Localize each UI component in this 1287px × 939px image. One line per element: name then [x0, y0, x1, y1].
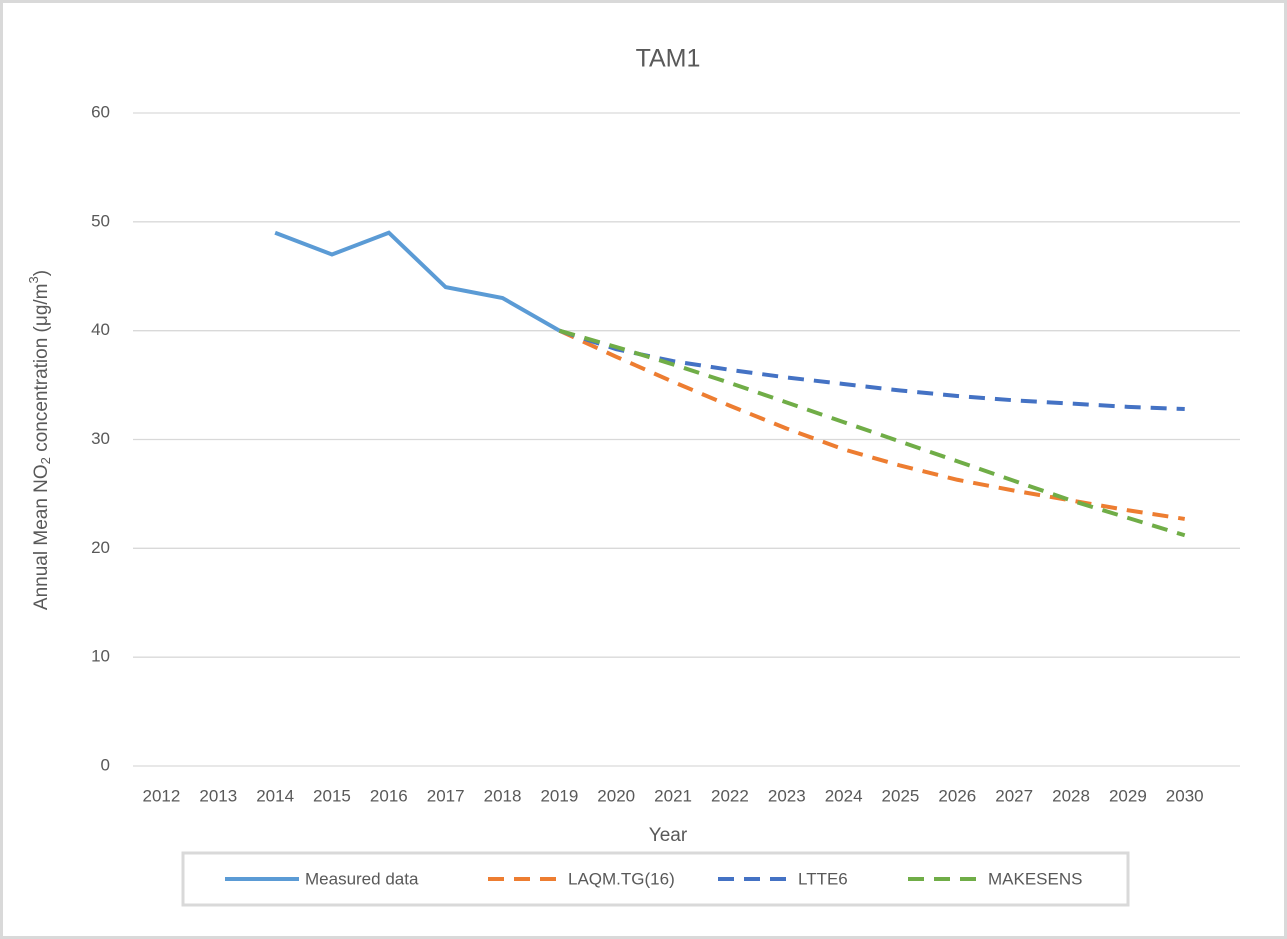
x-tick-label: 2029 — [1109, 786, 1147, 805]
legend-label: LTTE6 — [798, 869, 848, 888]
x-tick-label: 2023 — [768, 786, 806, 805]
legend-label: MAKESENS — [988, 869, 1082, 888]
y-axis-label: Annual Mean NO2 concentration (μg/m3) — [26, 270, 53, 610]
series-line — [274, 230, 561, 333]
series-line — [558, 328, 1186, 538]
y-tick-label: 0 — [101, 755, 110, 774]
y-tick-label: 20 — [91, 538, 110, 557]
y-label-part: concentration (μg/m — [31, 283, 52, 457]
x-tick-label: 2017 — [427, 786, 465, 805]
y-label-part: Annual Mean NO — [31, 464, 52, 610]
x-tick-label: 2020 — [597, 786, 635, 805]
y-tick-label: 40 — [91, 320, 110, 339]
y-label-sub: 2 — [38, 457, 53, 464]
y-label-sup: 3 — [26, 276, 41, 283]
x-tick-label: 2013 — [199, 786, 237, 805]
x-tick-label: 2027 — [995, 786, 1033, 805]
chart-title: TAM1 — [636, 45, 701, 73]
x-tick-label: 2025 — [882, 786, 920, 805]
series-line — [558, 328, 1185, 412]
x-axis-label: Year — [649, 825, 688, 846]
x-tick-label: 2012 — [143, 786, 181, 805]
x-tick-label: 2016 — [370, 786, 408, 805]
legend-label: Measured data — [305, 869, 419, 888]
x-tick-label: 2014 — [256, 786, 294, 805]
x-tick-label: 2022 — [711, 786, 749, 805]
y-tick-label: 30 — [91, 429, 110, 448]
x-tick-label: 2015 — [313, 786, 351, 805]
x-tick-label: 2024 — [825, 786, 863, 805]
x-tick-label: 2030 — [1166, 786, 1204, 805]
y-tick-label: 10 — [91, 647, 110, 666]
x-tick-label: 2028 — [1052, 786, 1090, 805]
x-tick-label: 2026 — [938, 786, 976, 805]
legend-label: LAQM.TG(16) — [568, 869, 675, 888]
x-tick-label: 2018 — [484, 786, 522, 805]
x-tick-label: 2021 — [654, 786, 692, 805]
x-tick-label: 2019 — [540, 786, 578, 805]
y-tick-label: 60 — [91, 102, 110, 121]
y-label-part: ) — [31, 270, 52, 276]
y-tick-label: 50 — [91, 211, 110, 230]
